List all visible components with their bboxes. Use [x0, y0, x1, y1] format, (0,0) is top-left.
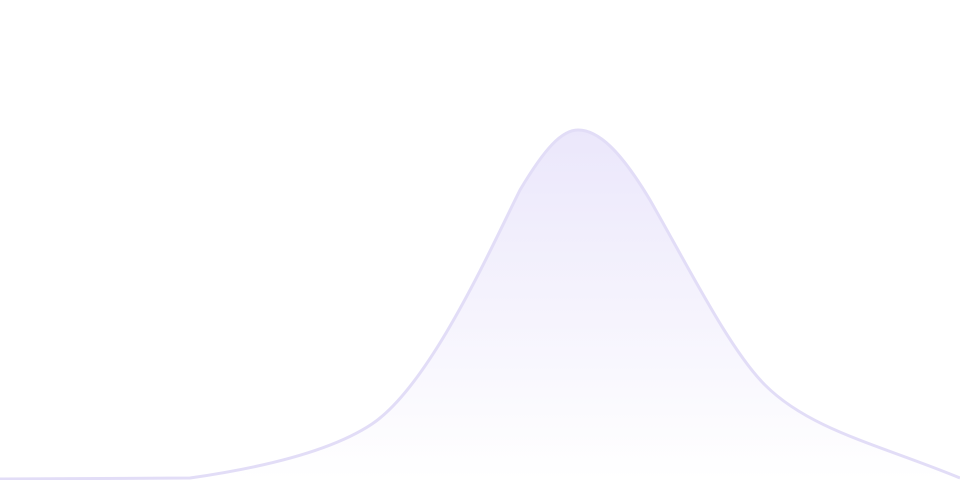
- wave-line: [0, 128, 960, 480]
- wave-area-fill: [0, 130, 960, 480]
